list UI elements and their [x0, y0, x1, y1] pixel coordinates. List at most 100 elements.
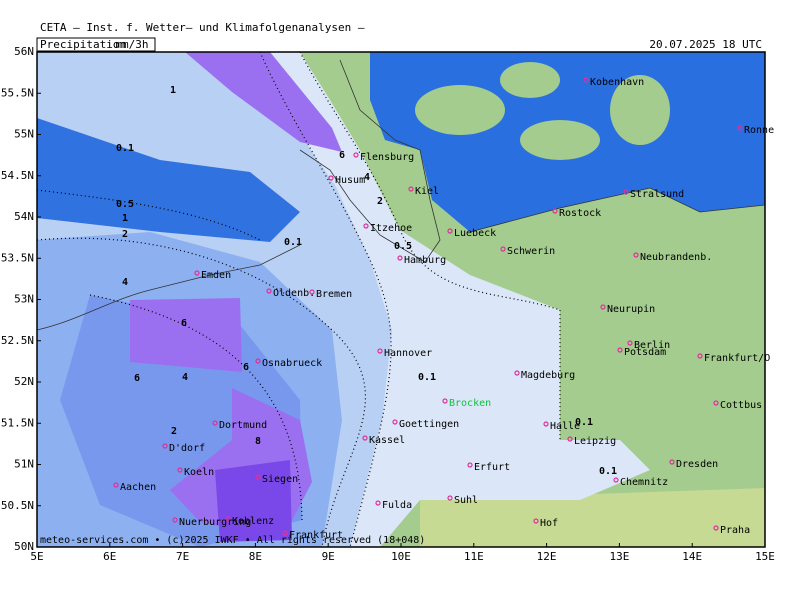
city-label: Aachen — [120, 482, 156, 493]
lon-label: 10E — [391, 550, 411, 563]
city-label: Fulda — [382, 500, 412, 511]
island — [415, 85, 505, 135]
contour-label: 0.1 — [116, 143, 134, 154]
city-marker — [617, 347, 623, 353]
city-label: Frankfurt — [289, 530, 343, 541]
city-label: Neurupin — [607, 304, 655, 315]
coast — [37, 244, 301, 331]
precip-6 — [185, 52, 342, 152]
city-marker — [177, 467, 183, 473]
city-label: Dresden — [676, 459, 718, 470]
lat-label: 52N — [14, 375, 34, 388]
city-marker — [633, 252, 639, 258]
city-marker — [362, 435, 368, 441]
city-marker — [392, 419, 398, 425]
city-label: Suhl — [454, 495, 478, 506]
lat-label: 53N — [14, 293, 34, 306]
map-title: CETA — Inst. f. Wetter— und Klimafolgena… — [40, 21, 365, 34]
variable: Precipitation — [40, 38, 126, 51]
city-marker — [328, 175, 334, 181]
lon-label: 7E — [176, 550, 189, 563]
lat-label: 56N — [14, 45, 34, 58]
city-label: Hof — [540, 518, 558, 529]
city-marker — [713, 400, 719, 406]
city-label: D'dorf — [169, 443, 205, 454]
lon-label: 6E — [103, 550, 116, 563]
city-label: Kiel — [415, 186, 439, 197]
contour-label: 6 — [243, 362, 249, 373]
north-sea — [37, 118, 300, 242]
city-label: Osnabrueck — [262, 358, 322, 369]
city-label: Schwerin — [507, 246, 555, 257]
city-marker — [533, 518, 539, 524]
city-label: Bremen — [316, 289, 352, 300]
city-marker — [375, 500, 381, 506]
city-label: Chemnitz — [620, 477, 668, 488]
city-label: Koblenz — [232, 516, 274, 527]
city-label: Hannover — [384, 348, 432, 359]
contour-label: 2 — [122, 229, 128, 240]
contour-label: 2 — [171, 426, 177, 437]
lat-label: 51.5N — [1, 416, 34, 429]
contour-label: 8 — [255, 436, 261, 447]
city-marker — [447, 228, 453, 234]
city-marker — [309, 289, 315, 295]
city-label: Erfurt — [474, 462, 510, 473]
city-label: Brocken — [449, 398, 491, 409]
lat-label: 55N — [14, 128, 34, 141]
city-marker — [613, 477, 619, 483]
city-label: Cottbus — [720, 400, 762, 411]
lon-label: 5E — [30, 550, 43, 563]
city-label: Frankfurt/O — [704, 353, 770, 364]
city-marker — [583, 77, 589, 83]
lon-label: 8E — [249, 550, 262, 563]
city-marker — [669, 459, 675, 465]
city-label: Neubrandenb. — [640, 252, 712, 263]
city-label: Rostock — [559, 208, 601, 219]
contour-label: 2 — [377, 196, 383, 207]
variable-box — [36, 37, 156, 52]
city-label: Kassel — [369, 435, 405, 446]
city-marker — [514, 370, 520, 376]
city-label: Emden — [201, 270, 231, 281]
island — [610, 75, 670, 145]
contour-label: 0.5 — [394, 241, 412, 252]
city-label: Nuerburgring — [179, 517, 251, 528]
city-marker — [567, 436, 573, 442]
datetime: 20.07.2025 18 UTC — [649, 38, 762, 51]
coast — [299, 59, 441, 263]
city-marker — [467, 462, 473, 468]
lon-label: 11E — [464, 550, 484, 563]
contour-label: 4 — [122, 277, 128, 288]
city-marker — [282, 530, 288, 536]
city-label: Koeln — [184, 467, 214, 478]
city-label: Magdeburg — [521, 370, 575, 381]
city-marker — [600, 304, 606, 310]
city-label: Luebeck — [454, 228, 496, 239]
city-marker — [697, 353, 703, 359]
city-label: Siegen — [262, 474, 298, 485]
lon-label: 15E — [755, 550, 775, 563]
city-label: Berlin — [634, 340, 670, 351]
city-marker — [552, 208, 558, 214]
contour-label: 0.1 — [418, 372, 436, 383]
city-label: Stralsund — [630, 189, 684, 200]
city-marker — [172, 517, 178, 523]
city-marker — [255, 474, 261, 480]
city-label: Oldenb. — [273, 288, 315, 299]
city-label: Goettingen — [399, 419, 459, 430]
city-marker — [162, 443, 168, 449]
city-label: Ronne — [744, 125, 774, 136]
contour-label: 6 — [134, 373, 140, 384]
lat-label: 51N — [14, 458, 34, 471]
credit: meteo-services.com • (c)2025 IWKF • All … — [40, 535, 425, 546]
city-marker — [713, 525, 719, 531]
contour-label: 4 — [364, 172, 370, 183]
lon-label: 12E — [537, 550, 557, 563]
city-label: Leipzig — [574, 436, 616, 447]
lat-label: 50N — [14, 540, 34, 553]
lat-label: 54N — [14, 210, 34, 223]
city-marker — [255, 358, 261, 364]
